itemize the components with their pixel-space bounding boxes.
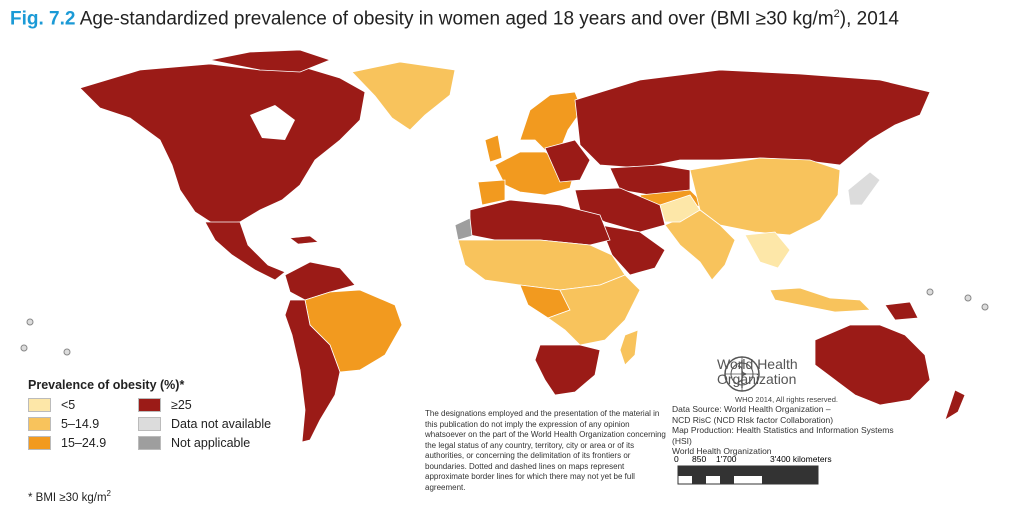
map-legend: Prevalence of obesity (%)* <5 ≥25 5–14.9… — [28, 378, 288, 450]
legend-swatch — [28, 398, 51, 412]
region-korea-japan — [847, 171, 881, 206]
who-name-line2: Organization — [717, 371, 797, 387]
legend-label: <5 — [61, 398, 76, 412]
region-southeast-asia — [744, 231, 791, 269]
legend-swatch — [28, 417, 51, 431]
island-marker — [964, 294, 972, 302]
scale-bar: 0 850 1'700 3'400 kilometers — [672, 452, 842, 490]
region-canada-usa — [79, 63, 366, 226]
legend-title: Prevalence of obesity (%)* — [28, 378, 185, 392]
region-mexico-central-america — [204, 221, 286, 281]
disclaimer-text: The designations employed and the presen… — [425, 409, 666, 492]
region-russia — [574, 69, 931, 169]
legend-item: Data not available — [138, 417, 288, 431]
region-caribbean — [289, 235, 319, 245]
scale-tick-label: 0 — [674, 454, 679, 464]
world-map — [20, 49, 989, 443]
legend-label: 15–24.9 — [61, 436, 107, 450]
legend-item: 15–24.9 — [28, 436, 138, 450]
scale-tick-label: 3'400 kilometers — [770, 454, 832, 464]
legend-label: ≥25 — [171, 398, 192, 412]
legend-label: Data not available — [171, 417, 272, 431]
who-rights: WHO 2014, All rights reserved. — [735, 395, 838, 404]
legend-swatch — [138, 398, 161, 412]
region-australia — [814, 324, 931, 406]
title-text: Age-standardized prevalence of obesity i… — [79, 8, 834, 30]
region-sahel-west-africa — [457, 239, 626, 291]
region-northern-south-america — [284, 261, 356, 301]
figure-label: Fig. 7.2 — [10, 8, 76, 30]
legend-label: Not applicable — [171, 436, 251, 450]
legend-swatch — [28, 436, 51, 450]
source-line: Map Production: Health Statistics and In… — [672, 425, 894, 446]
region-south-asia-low — [659, 194, 701, 223]
island-marker — [981, 303, 989, 311]
region-indonesia — [769, 287, 871, 313]
title-text-end: ), 2014 — [839, 8, 899, 30]
region-hudson-bay — [250, 105, 295, 140]
scale-bar-graphic: 0 850 1'700 3'400 kilometers — [674, 454, 832, 485]
footnote-text: * BMI ≥30 kg/m — [28, 491, 107, 504]
region-east-central-africa — [547, 274, 641, 346]
region-uk-ireland — [484, 134, 503, 163]
legend-swatch — [138, 417, 161, 431]
island-marker — [20, 344, 28, 352]
region-arctic-islands — [209, 49, 332, 73]
legend-item: <5 — [28, 398, 138, 412]
bmi-footnote: * BMI ≥30 kg/m2 — [28, 489, 111, 504]
who-name-line1: World Health — [717, 356, 798, 372]
data-source: Data Source: World Health Organization –… — [672, 404, 912, 457]
region-scandinavia — [519, 91, 583, 151]
legend-item: 5–14.9 — [28, 417, 138, 431]
region-madagascar — [619, 329, 639, 366]
island-marker — [926, 288, 934, 296]
who-emblem-icon — [724, 356, 760, 392]
who-organization-name: World Health Organization — [717, 357, 798, 387]
source-line: NCD RisC (NCD RIsk factor Collaboration) — [672, 414, 834, 425]
map-title: Fig. 7.2 Age-standardized prevalence of … — [10, 8, 899, 30]
source-line: World Health Organization — [672, 446, 772, 456]
scale-tick-label: 850 — [692, 454, 706, 464]
legend-item: Not applicable — [138, 436, 288, 450]
region-iberia — [477, 179, 506, 206]
legend-label: 5–14.9 — [61, 417, 100, 431]
region-papua-new-guinea — [884, 301, 919, 321]
region-greenland — [351, 61, 456, 131]
region-eastern-europe — [544, 139, 591, 183]
island-marker — [63, 348, 71, 356]
region-southern-cone — [284, 299, 341, 443]
legend-item: ≥25 — [138, 398, 288, 412]
region-north-africa — [469, 199, 611, 246]
footnote-superscript: 2 — [106, 489, 111, 498]
region-india — [664, 209, 736, 281]
legend-swatch — [138, 436, 161, 450]
region-southern-africa — [534, 344, 601, 396]
legend-items: <5 ≥25 5–14.9 Data not available 15–24.9… — [28, 398, 288, 450]
source-line: Data Source: World Health Organization – — [672, 404, 831, 414]
island-marker — [26, 318, 34, 326]
region-western-sahara — [454, 217, 473, 241]
region-new-zealand — [944, 389, 966, 421]
title-superscript: 2 — [833, 8, 840, 20]
scale-tick-label: 1'700 — [716, 454, 737, 464]
